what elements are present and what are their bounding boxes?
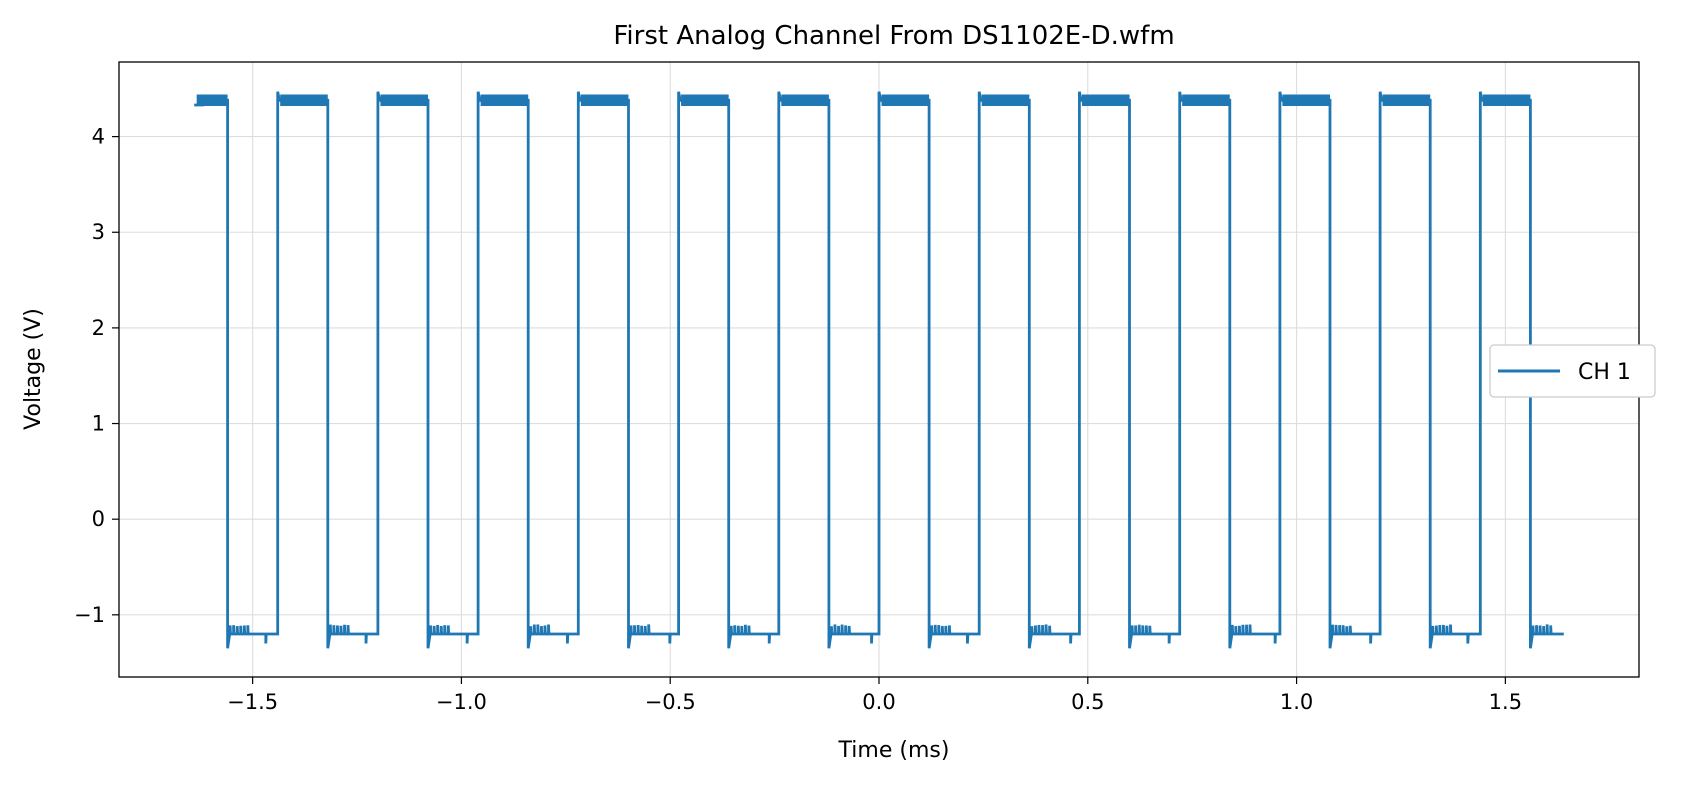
high-level-noise-band bbox=[480, 94, 529, 106]
y-tick-label: 1 bbox=[92, 412, 105, 436]
legend: CH 1 bbox=[1489, 344, 1656, 398]
series-layer bbox=[194, 91, 1564, 649]
y-axis-ticks: −1 0 1 2 3 4 bbox=[74, 125, 119, 627]
high-level-noise-band bbox=[681, 94, 729, 106]
y-tick-label: −1 bbox=[74, 603, 105, 627]
high-level-noise-band bbox=[1182, 94, 1230, 106]
x-tick-label: −1.0 bbox=[436, 690, 487, 714]
high-level-noise-band bbox=[781, 94, 829, 106]
high-level-noise-band bbox=[196, 94, 228, 106]
high-level-noise-band bbox=[881, 94, 930, 106]
y-tick-label: 3 bbox=[92, 220, 105, 244]
legend-box bbox=[1489, 344, 1656, 398]
x-tick-label: 0.5 bbox=[1071, 690, 1104, 714]
high-level-noise-band bbox=[1382, 94, 1431, 106]
high-level-noise-band bbox=[1482, 94, 1531, 106]
chart-title: First Analog Channel From DS1102E-D.wfm bbox=[613, 21, 1174, 51]
high-level-noise-band bbox=[280, 94, 328, 106]
high-level-noise-band bbox=[1081, 94, 1130, 106]
high-level-noise-band bbox=[1282, 94, 1330, 106]
series-line-ch1 bbox=[194, 91, 1564, 649]
x-tick-label: 1.5 bbox=[1489, 690, 1522, 714]
y-tick-label: 2 bbox=[92, 316, 105, 340]
x-tick-label: 1.0 bbox=[1280, 690, 1313, 714]
high-level-noise-band bbox=[580, 94, 629, 106]
y-axis-label: Voltage (V) bbox=[21, 308, 46, 430]
legend-label-ch1: CH 1 bbox=[1578, 360, 1631, 385]
x-axis-ticks: −1.5 −1.0 −0.5 0.0 0.5 1.0 1.5 bbox=[227, 677, 1522, 714]
x-axis-label: Time (ms) bbox=[838, 738, 950, 763]
high-level-noise-band bbox=[981, 94, 1030, 106]
x-tick-label: −1.5 bbox=[227, 690, 278, 714]
y-tick-label: 4 bbox=[92, 125, 105, 149]
x-tick-label: 0.0 bbox=[862, 690, 895, 714]
x-tick-label: −0.5 bbox=[645, 690, 696, 714]
high-level-noise-band bbox=[380, 94, 429, 106]
y-tick-label: 0 bbox=[92, 507, 105, 531]
